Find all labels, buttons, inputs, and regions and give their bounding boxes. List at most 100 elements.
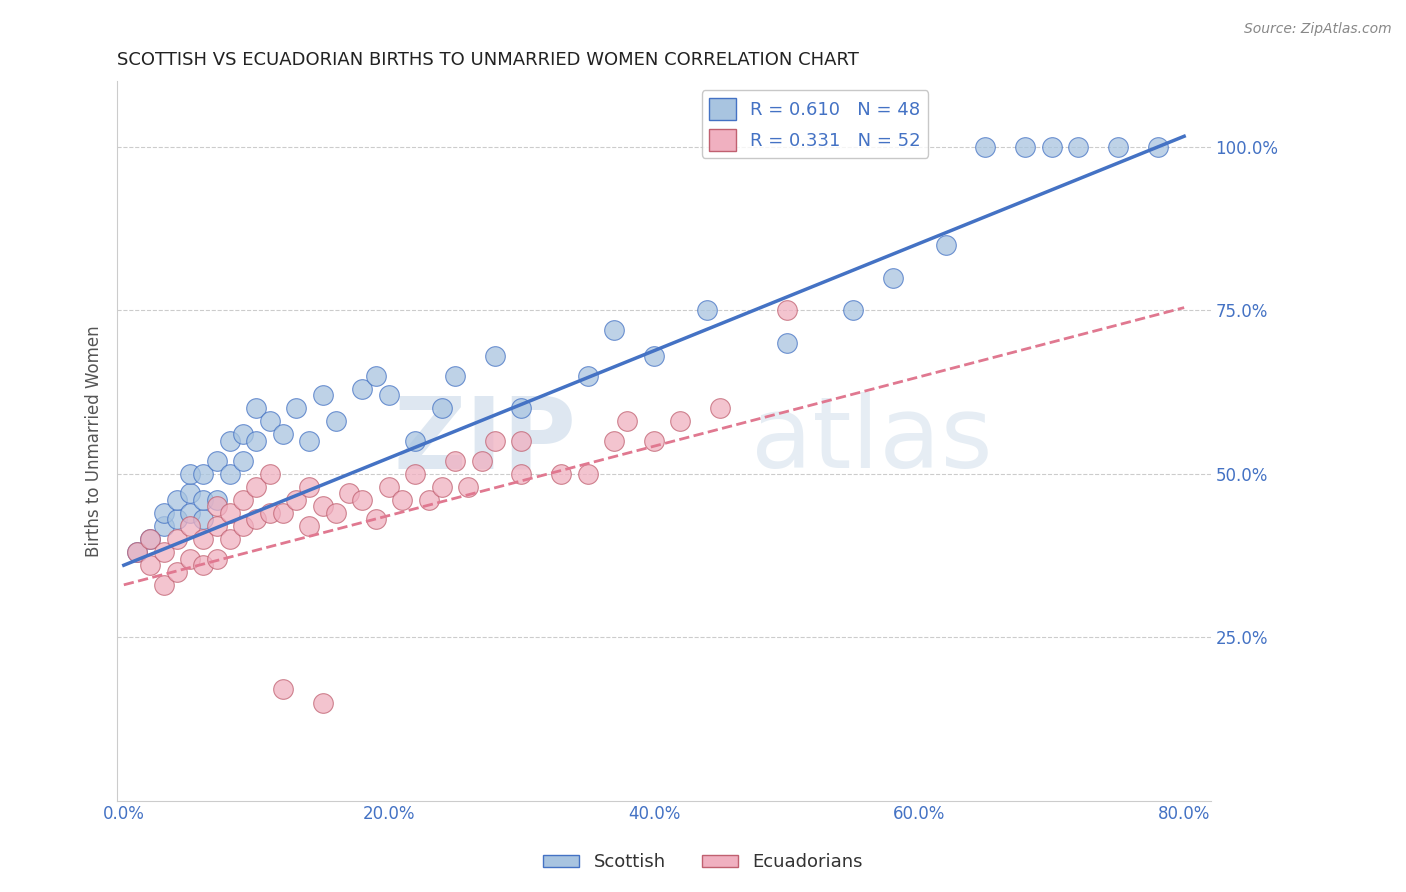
Point xyxy=(842,303,865,318)
Point xyxy=(298,434,321,448)
Point xyxy=(364,512,387,526)
Point xyxy=(125,545,148,559)
Point xyxy=(484,434,506,448)
Point xyxy=(152,578,174,592)
Text: SCOTTISH VS ECUADORIAN BIRTHS TO UNMARRIED WOMEN CORRELATION CHART: SCOTTISH VS ECUADORIAN BIRTHS TO UNMARRI… xyxy=(117,51,859,69)
Point xyxy=(404,434,426,448)
Point xyxy=(775,335,797,350)
Point xyxy=(218,506,240,520)
Point xyxy=(179,519,201,533)
Point xyxy=(603,323,626,337)
Point xyxy=(232,453,254,467)
Point xyxy=(193,512,215,526)
Point xyxy=(125,545,148,559)
Point xyxy=(1107,140,1129,154)
Point xyxy=(974,140,997,154)
Point xyxy=(179,506,201,520)
Text: atlas: atlas xyxy=(751,392,993,490)
Point xyxy=(139,532,162,546)
Point xyxy=(364,368,387,383)
Point xyxy=(352,492,374,507)
Point xyxy=(259,414,281,428)
Point xyxy=(510,434,533,448)
Legend: Scottish, Ecuadorians: Scottish, Ecuadorians xyxy=(536,847,870,879)
Point xyxy=(179,467,201,481)
Point xyxy=(696,303,718,318)
Point xyxy=(166,565,188,579)
Point xyxy=(139,558,162,573)
Point xyxy=(232,492,254,507)
Point xyxy=(285,492,308,507)
Point xyxy=(205,519,228,533)
Point xyxy=(1040,140,1063,154)
Point xyxy=(232,427,254,442)
Point xyxy=(510,467,533,481)
Point xyxy=(430,480,453,494)
Point xyxy=(245,480,267,494)
Point xyxy=(444,453,467,467)
Point xyxy=(245,512,267,526)
Point xyxy=(325,414,347,428)
Point xyxy=(311,388,333,402)
Point xyxy=(218,532,240,546)
Point xyxy=(444,368,467,383)
Point xyxy=(337,486,360,500)
Point xyxy=(193,492,215,507)
Point xyxy=(193,558,215,573)
Point xyxy=(1014,140,1036,154)
Point xyxy=(709,401,731,416)
Point xyxy=(325,506,347,520)
Point xyxy=(193,532,215,546)
Point xyxy=(139,532,162,546)
Point xyxy=(298,480,321,494)
Point xyxy=(218,467,240,481)
Point xyxy=(271,682,294,697)
Point xyxy=(152,545,174,559)
Point xyxy=(643,434,665,448)
Point xyxy=(430,401,453,416)
Point xyxy=(311,500,333,514)
Point xyxy=(179,486,201,500)
Point xyxy=(669,414,692,428)
Text: Source: ZipAtlas.com: Source: ZipAtlas.com xyxy=(1244,22,1392,37)
Point xyxy=(179,551,201,566)
Point xyxy=(471,453,494,467)
Point xyxy=(205,500,228,514)
Point xyxy=(775,303,797,318)
Point xyxy=(259,506,281,520)
Point xyxy=(882,270,904,285)
Text: ZIP: ZIP xyxy=(394,392,576,490)
Point xyxy=(418,492,440,507)
Point xyxy=(205,492,228,507)
Point xyxy=(152,506,174,520)
Point xyxy=(550,467,572,481)
Point xyxy=(205,551,228,566)
Y-axis label: Births to Unmarried Women: Births to Unmarried Women xyxy=(86,326,103,557)
Point xyxy=(193,467,215,481)
Point xyxy=(271,427,294,442)
Point xyxy=(152,519,174,533)
Legend: R = 0.610   N = 48, R = 0.331   N = 52: R = 0.610 N = 48, R = 0.331 N = 52 xyxy=(702,90,928,158)
Point xyxy=(404,467,426,481)
Point xyxy=(205,453,228,467)
Point xyxy=(391,492,413,507)
Point xyxy=(603,434,626,448)
Point xyxy=(166,532,188,546)
Point xyxy=(166,512,188,526)
Point xyxy=(298,519,321,533)
Point xyxy=(935,237,957,252)
Point xyxy=(576,467,599,481)
Point xyxy=(245,401,267,416)
Point xyxy=(218,434,240,448)
Point xyxy=(259,467,281,481)
Point xyxy=(378,388,401,402)
Point xyxy=(510,401,533,416)
Point xyxy=(352,382,374,396)
Point xyxy=(1067,140,1090,154)
Point xyxy=(378,480,401,494)
Point xyxy=(616,414,638,428)
Point xyxy=(1146,140,1168,154)
Point xyxy=(232,519,254,533)
Point xyxy=(271,506,294,520)
Point xyxy=(245,434,267,448)
